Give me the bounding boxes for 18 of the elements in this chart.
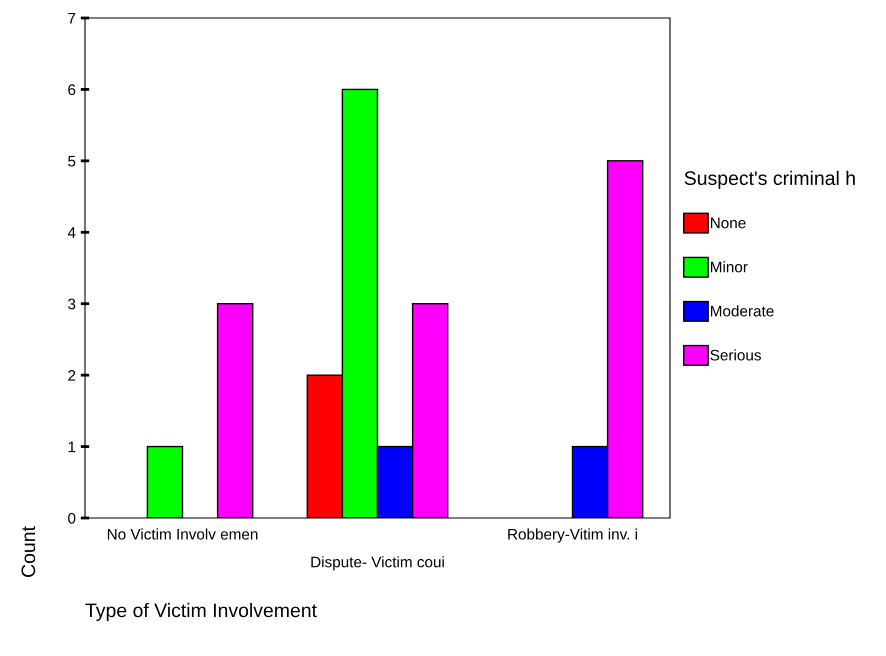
x-tick-label: Dispute- Victim coui (311, 556, 444, 570)
y-axis-title: Count (21, 526, 36, 577)
y-tick-label: 5 (68, 156, 76, 167)
y-tick-label: 2 (68, 370, 76, 381)
y-tick-label: 1 (68, 442, 76, 452)
y-tick-label: 3 (68, 298, 76, 310)
x-tick-label: No Victim Involv emen (108, 528, 258, 540)
legend-label: None (710, 218, 746, 228)
y-tick-label: 4 (68, 227, 76, 238)
y-tick-label: 0 (68, 512, 76, 524)
x-tick-label: Robbery-Vitim inv. i (508, 528, 637, 543)
y-tick-label: 7 (68, 13, 76, 24)
legend-label: Minor (710, 261, 748, 272)
legend-label: Moderate (710, 305, 774, 316)
y-tick-label: 6 (68, 84, 76, 96)
legend-label: Serious (710, 349, 761, 361)
x-axis-title: Type of Victim Involvement (85, 602, 317, 622)
legend-title: Suspect's criminal h (684, 170, 855, 189)
